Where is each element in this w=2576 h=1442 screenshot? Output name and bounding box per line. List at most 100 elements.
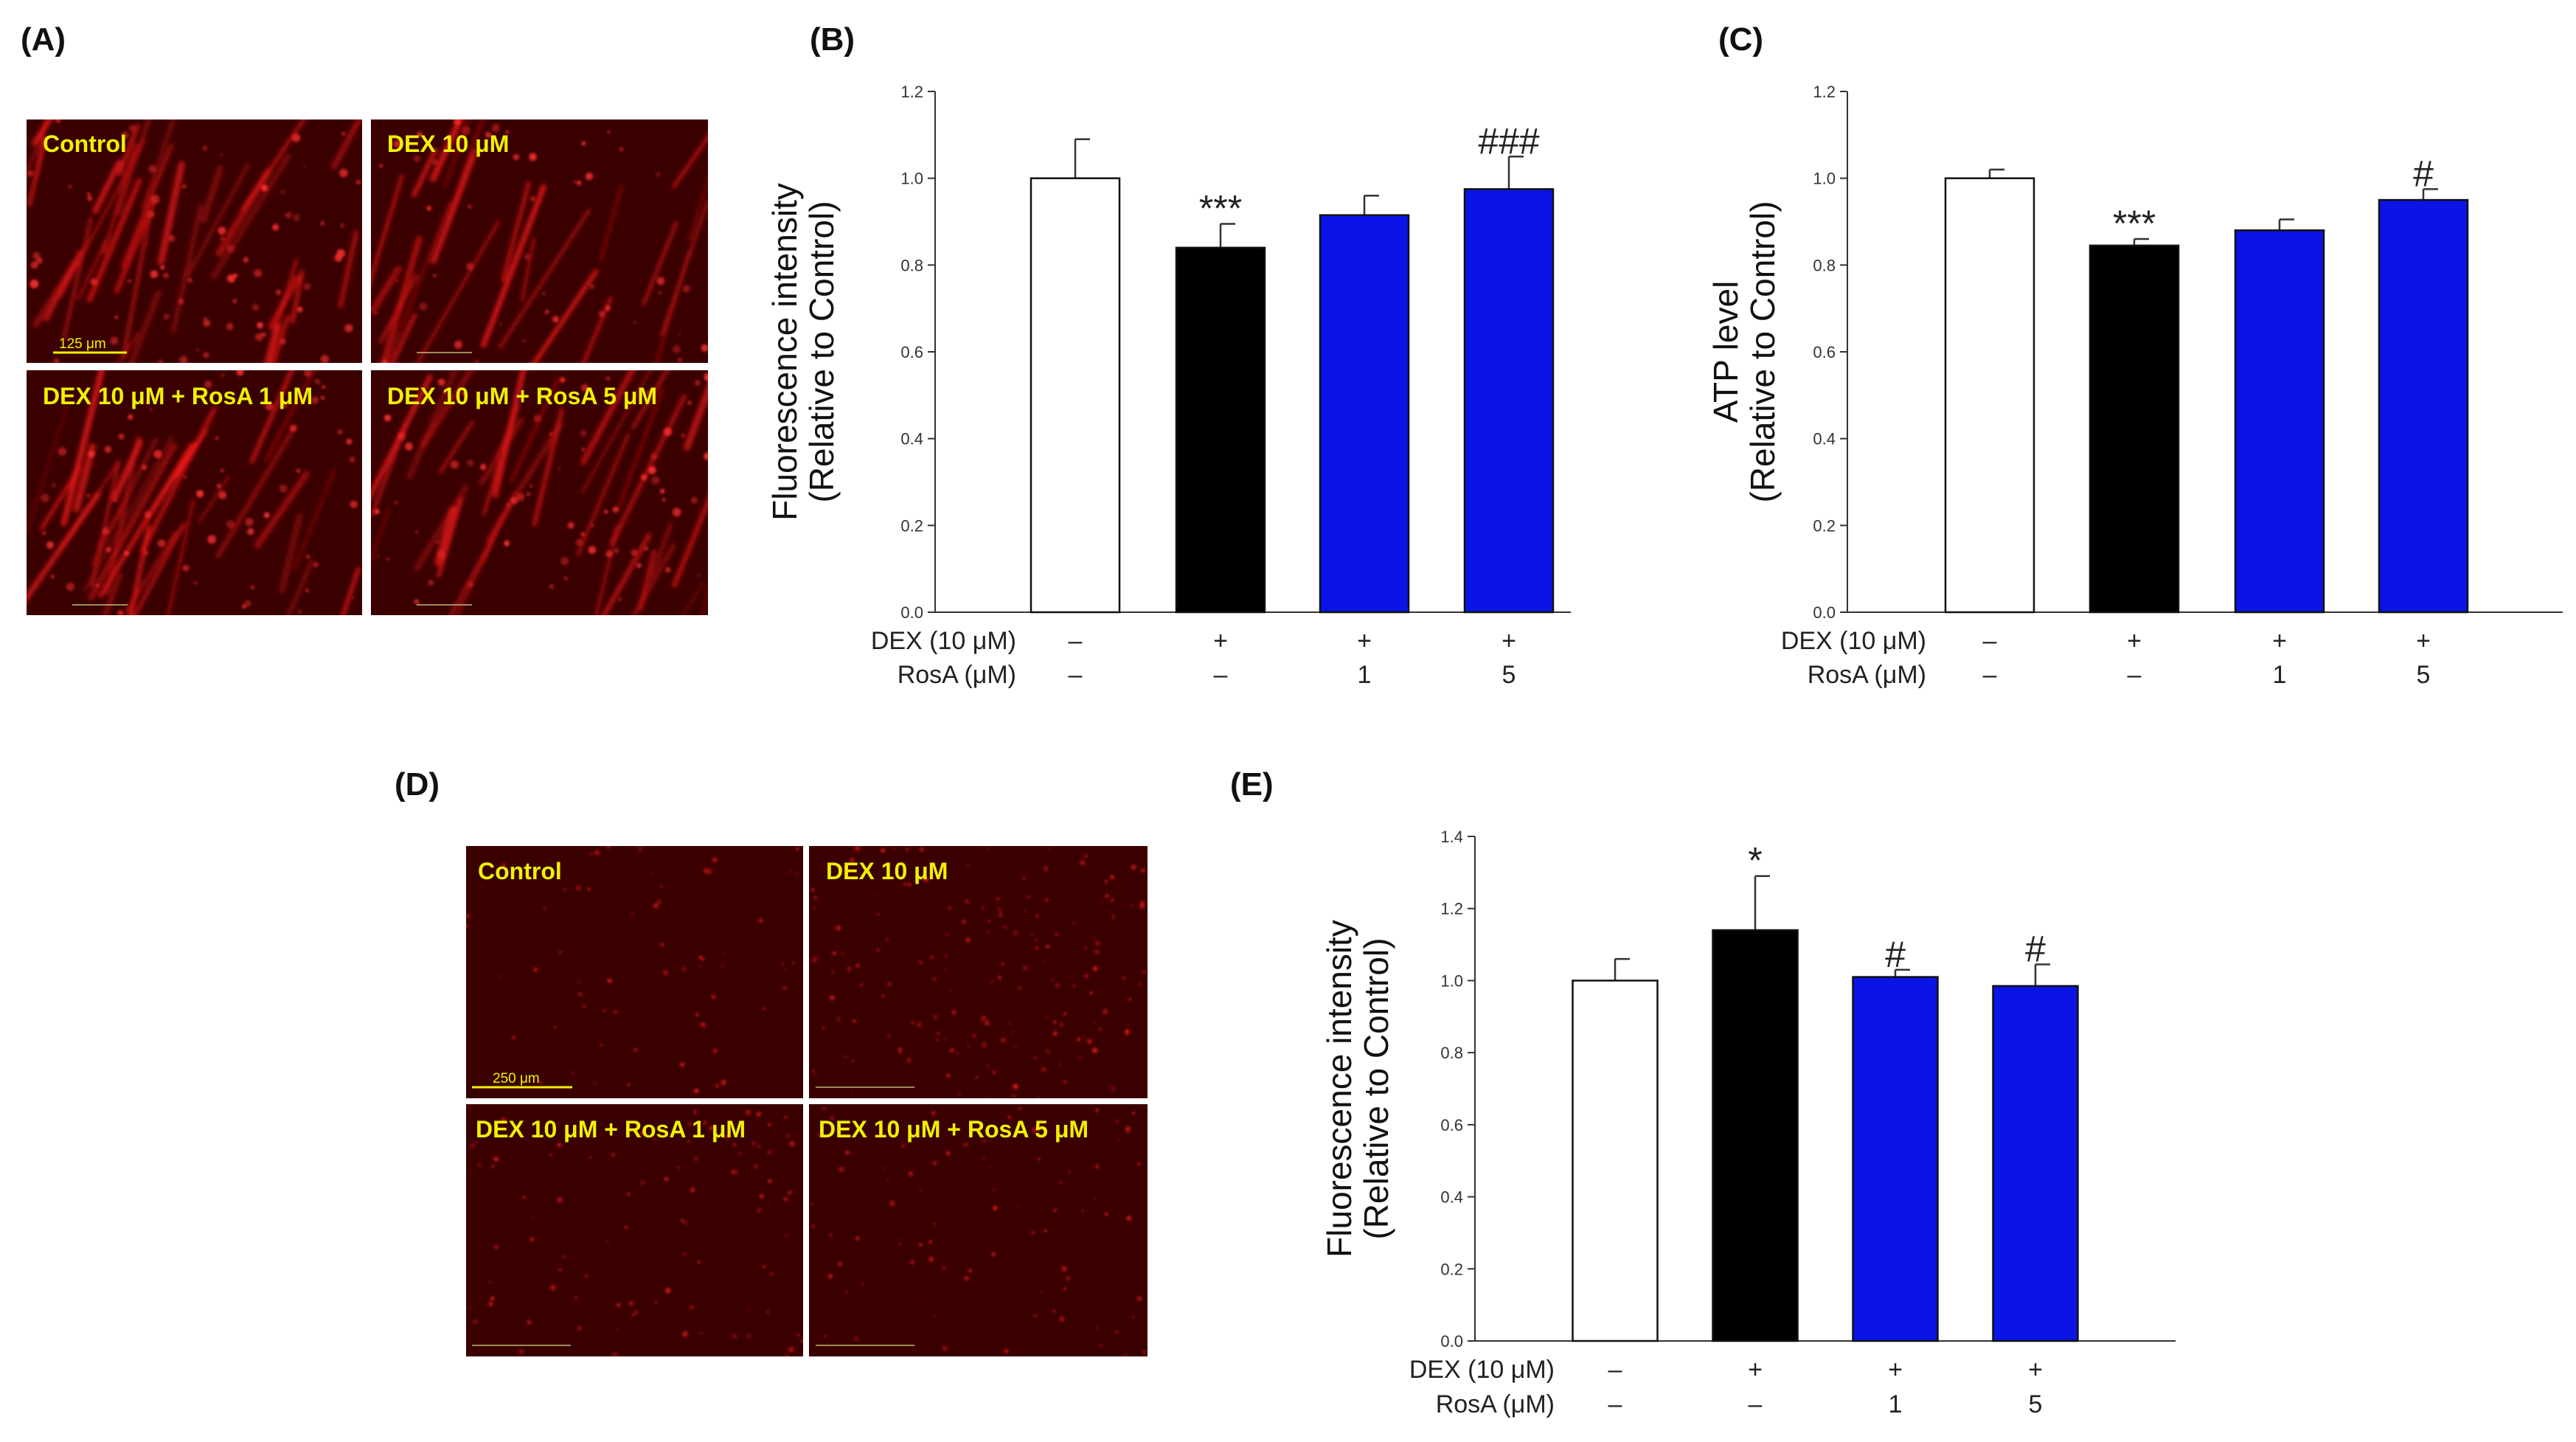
y-tick-label: 0.8	[900, 256, 923, 274]
y-tick-label: 0.2	[1813, 516, 1836, 535]
condition-value: –	[1069, 661, 1083, 689]
y-tick-label: 0.2	[900, 516, 923, 535]
bar-3	[1319, 214, 1410, 614]
condition-value: 1	[1889, 1390, 1903, 1418]
image-label: DEX 10 μM + RosA 5 μM	[819, 1116, 1089, 1143]
image-background	[809, 846, 1148, 1098]
panel-d-image-dex-rosa-5: DEX 10 μM + RosA 5 μM	[809, 1104, 1148, 1356]
condition-value: 1	[2273, 661, 2287, 689]
condition-value: –	[1983, 627, 1997, 655]
condition-value: +	[2416, 627, 2431, 655]
condition-row-label: RosA (μM)	[898, 661, 1016, 689]
panel-label-c: (C)	[1718, 21, 1763, 58]
image-background	[809, 1104, 1148, 1356]
condition-value: –	[1608, 1390, 1622, 1418]
y-axis-title: Fluorescence intensity(Relative to Contr…	[765, 183, 841, 521]
panel-d-image-dex-rosa-1: DEX 10 μM + RosA 1 μM	[466, 1104, 803, 1356]
image-label: DEX 10 μM + RosA 5 μM	[387, 383, 657, 409]
y-tick-label: 0.2	[1440, 1260, 1463, 1278]
condition-value: +	[1888, 1356, 1903, 1384]
microscopy-texture	[467, 1106, 803, 1356]
panel-a-image-control: Control 125 μm	[27, 119, 362, 363]
microscopy-texture	[371, 119, 708, 363]
chart-c: (C) 0.0 0.2 0.4 0.6 0.8 1.0 1.2 ATP level(Relati…	[1707, 21, 2563, 689]
panel-d-image-grid: Control 250 μm DEX 10 μM DEX 10 μM + Ros…	[465, 845, 1149, 1358]
panel-a-image-dex: DEX 10 μM	[371, 119, 708, 363]
condition-row-label: DEX (10 μM)	[1409, 1356, 1555, 1384]
y-tick-label: 0.8	[1440, 1044, 1463, 1062]
condition-value: +	[2272, 627, 2287, 655]
scale-bar-label: 250 μm	[493, 1071, 540, 1086]
image-label: Control	[43, 131, 127, 157]
condition-value: 5	[2029, 1390, 2043, 1418]
microscopy-texture	[27, 370, 361, 615]
bar-1	[1030, 177, 1121, 614]
condition-value: 5	[2417, 661, 2431, 689]
y-tick-label: 0.6	[1813, 343, 1836, 361]
y-axis-title-line-1: ATP level	[1707, 281, 1745, 423]
bar-2	[1175, 246, 1266, 614]
bar-3	[1852, 976, 1939, 1342]
image-label: DEX 10 μM + RosA 1 μM	[43, 383, 313, 409]
image-label: DEX 10 μM	[387, 131, 509, 157]
microscopy-texture	[371, 370, 708, 615]
significance-marker: #	[1885, 934, 1906, 975]
condition-row-label: RosA (μM)	[1436, 1390, 1555, 1418]
y-tick-label: 1.0	[900, 170, 923, 188]
condition-value: –	[1749, 1390, 1763, 1418]
y-tick-label: 0.0	[900, 603, 923, 622]
y-tick-label: 1.2	[1440, 900, 1463, 918]
image-label: DEX 10 μM + RosA 1 μM	[476, 1116, 746, 1143]
y-tick-label: 0.0	[1440, 1332, 1463, 1351]
bar-1	[1572, 980, 1659, 1342]
condition-value: +	[1748, 1356, 1763, 1384]
panel-label-b: (B)	[810, 21, 855, 58]
panel-d-image-control: Control 250 μm	[466, 846, 803, 1098]
condition-value: +	[1357, 627, 1372, 655]
y-tick-label: 0.6	[1440, 1116, 1463, 1134]
bar-4	[1463, 188, 1555, 614]
significance-marker: ***	[2113, 203, 2156, 244]
condition-row-label: DEX (10 μM)	[1781, 627, 1926, 655]
y-tick-label: 1.0	[1440, 971, 1463, 990]
image-label: Control	[478, 858, 562, 884]
panel-d-image-dex: DEX 10 μM	[809, 846, 1148, 1098]
bar-4	[2378, 198, 2469, 614]
significance-marker: #	[2413, 153, 2434, 194]
y-axis-title-line-1: Fluorescence intensity	[765, 183, 804, 521]
y-axis-title: Fluorescence intensity(Relative to Contr…	[1320, 920, 1395, 1258]
significance-marker: ***	[1199, 187, 1242, 229]
condition-value: +	[2127, 627, 2142, 655]
image-background	[371, 119, 708, 363]
microscopy-texture	[466, 846, 799, 1094]
panel-a-image-dex-rosa-1: DEX 10 μM + RosA 1 μM	[27, 370, 362, 615]
condition-value: –	[1608, 1356, 1622, 1384]
y-tick-label: 0.4	[1813, 430, 1836, 448]
condition-value: 1	[1358, 661, 1372, 689]
y-tick-label: 0.8	[1813, 256, 1836, 274]
y-tick-label: 1.4	[1440, 828, 1463, 846]
condition-value: +	[2028, 1356, 2043, 1384]
y-axis-title-line-1: Fluorescence intensity	[1320, 920, 1358, 1258]
panel-label-e: (E)	[1230, 766, 1274, 803]
y-tick-label: 1.0	[1813, 170, 1836, 188]
y-tick-label: 0.6	[900, 343, 923, 361]
y-axis-title-line-2: (Relative to Control)	[802, 201, 841, 502]
bar-1	[1944, 177, 2035, 614]
y-axis-title-line-2: (Relative to Control)	[1743, 201, 1782, 502]
y-tick-label: 0.4	[900, 430, 923, 448]
panel-label-d: (D)	[395, 766, 440, 803]
significance-marker: ###	[1478, 120, 1540, 162]
condition-row-label: DEX (10 μM)	[871, 627, 1016, 655]
condition-value: –	[1069, 627, 1083, 655]
y-tick-label: 1.2	[900, 83, 923, 101]
chart-e: (E) 0.0 0.2 0.4 0.6 0.8 1.0 1.2 1.4 Fluorescence …	[1230, 766, 2176, 1418]
bar-2	[2089, 244, 2180, 614]
significance-marker: *	[1748, 840, 1762, 881]
y-axis-title: ATP level(Relative to Control)	[1707, 201, 1782, 502]
panel-label-a: (A)	[21, 21, 66, 58]
microscopy-texture	[27, 119, 362, 363]
panel-a-image-grid: Control 125 μm DEX 10 μM DEX 10 μM + Ros…	[25, 118, 709, 617]
microscopy-texture	[810, 846, 1147, 1098]
